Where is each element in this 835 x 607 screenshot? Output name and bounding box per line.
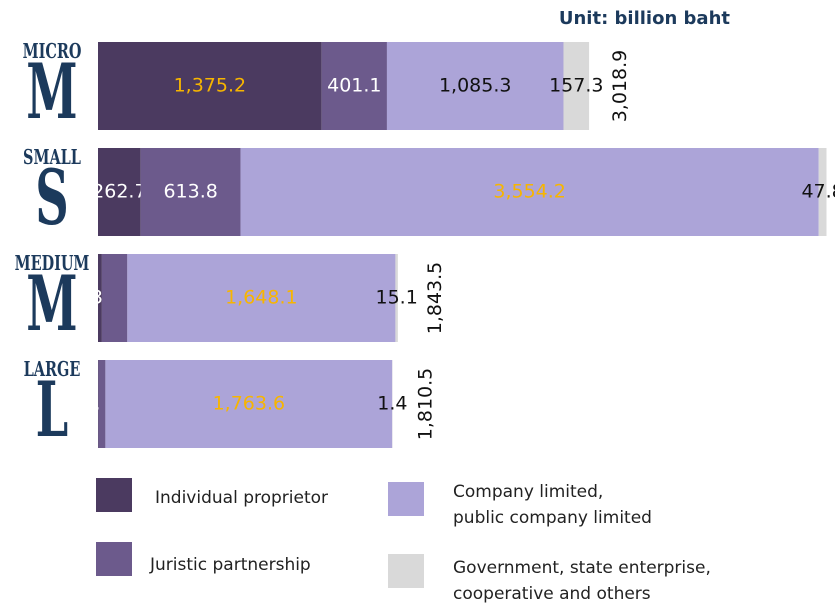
bar-segment	[98, 360, 105, 448]
legend-swatch	[388, 554, 424, 588]
value-label: 1,375.2	[174, 75, 247, 97]
value-label: 613.8	[163, 181, 217, 203]
total-label: 1,843.5	[424, 262, 446, 335]
category-letter: S	[35, 153, 69, 242]
legend-swatch	[388, 482, 424, 516]
value-label: 3,554.2	[493, 181, 566, 203]
legend-label: Juristic partnership	[150, 552, 311, 578]
value-label: 262.7	[92, 181, 146, 203]
category-letter: M	[26, 259, 77, 348]
total-label: 1,810.5	[415, 368, 437, 441]
value-label: 401.1	[327, 75, 381, 97]
value-label: 1,763.6	[213, 393, 286, 415]
legend-label: Company limited, public company limited	[453, 479, 652, 531]
value-label: 47.8	[801, 181, 835, 203]
value-label: 157.3	[549, 75, 603, 97]
legend-swatch	[96, 542, 132, 576]
bar-segment	[102, 254, 127, 342]
category-letter: L	[36, 365, 69, 454]
legend-label: Individual proprietor	[155, 485, 328, 511]
value-label: 1,648.1	[225, 287, 298, 309]
legend-label: Government, state enterprise, cooperativ…	[453, 555, 711, 607]
value-label: 1,085.3	[439, 75, 512, 97]
category-letter: M	[26, 47, 77, 136]
value-label: 1.4	[377, 393, 407, 415]
value-label: 15.1	[375, 287, 417, 309]
total-label: 3,018.9	[609, 50, 631, 123]
legend-swatch	[96, 478, 132, 512]
